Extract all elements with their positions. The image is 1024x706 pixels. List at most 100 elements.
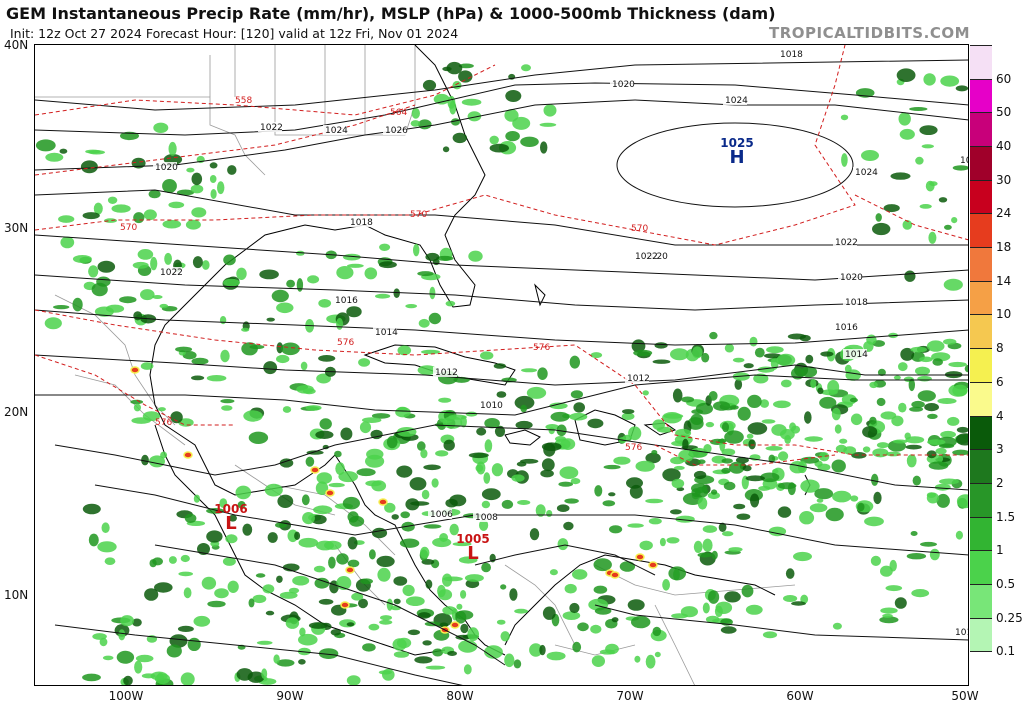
precip-heavy-cell	[183, 451, 193, 459]
precip-cell	[217, 181, 225, 195]
precip-cell	[603, 464, 621, 470]
precip-cell	[763, 353, 782, 359]
isobar-label: 1024	[855, 168, 878, 178]
precip-cell	[745, 604, 763, 615]
isobar-label: 1024	[325, 126, 348, 136]
lat-label: 30N	[4, 221, 29, 235]
precip-cell	[939, 478, 959, 485]
precip-cell	[608, 492, 616, 497]
precip-cell	[481, 500, 491, 509]
precip-cell	[501, 499, 514, 509]
thickness-label: 558	[235, 96, 252, 106]
precip-cell	[627, 523, 644, 528]
low-pressure-center: 1005 L	[453, 533, 493, 563]
precip-cell	[938, 197, 948, 203]
precip-cell	[275, 522, 288, 528]
precip-cell	[220, 349, 230, 363]
isobar-label: 1022	[260, 123, 283, 133]
precip-cell	[347, 559, 360, 568]
colorbar-swatch	[970, 516, 992, 551]
precip-cell	[336, 266, 354, 280]
precip-cell	[202, 260, 210, 270]
colorbar-label: 24	[996, 206, 1012, 221]
precip-cell	[722, 422, 729, 433]
precip-cell	[82, 503, 101, 515]
precip-cell	[223, 278, 240, 287]
precip-cell	[747, 422, 768, 435]
precip-cell	[633, 349, 653, 357]
lon-label: 60W	[786, 689, 814, 703]
precip-cell	[928, 461, 949, 470]
precip-cell	[91, 282, 108, 297]
precip-cell	[711, 489, 718, 495]
precip-cell	[319, 418, 332, 430]
precip-cell	[479, 519, 489, 531]
precip-cell	[455, 611, 467, 624]
precip-cell	[405, 304, 418, 309]
lat-label: 20N	[4, 405, 29, 419]
precip-cell	[271, 289, 289, 303]
precip-cell	[53, 305, 70, 310]
low-pressure-center: 1006 L	[211, 503, 251, 533]
precip-cell	[724, 591, 741, 603]
precip-cell	[438, 397, 452, 403]
precip-cell	[768, 526, 787, 537]
precip-cell	[330, 629, 341, 636]
isobar-label-bg	[843, 349, 867, 359]
precip-cell	[378, 670, 392, 675]
lat-label: 40N	[4, 38, 29, 52]
isobar-label: 1012	[435, 368, 458, 378]
precip-cell	[760, 472, 780, 483]
precip-cell	[425, 579, 433, 589]
precip-cell	[152, 295, 163, 299]
precip-cell	[431, 478, 439, 488]
precip-cell	[877, 368, 886, 376]
precip-cell	[58, 215, 75, 223]
precip-cell	[880, 565, 893, 577]
precip-cell	[927, 413, 938, 419]
precip-cell	[347, 263, 364, 268]
precip-cell	[255, 573, 266, 578]
precip-cell	[228, 514, 237, 522]
precip-cell	[947, 416, 960, 426]
precip-cell	[723, 481, 736, 491]
precip-cell	[880, 607, 898, 614]
precip-cell	[805, 354, 814, 364]
precip-cell	[876, 397, 886, 407]
precip-cell	[133, 403, 141, 412]
precip-cell	[209, 175, 217, 183]
isobar-label-bg	[838, 272, 862, 282]
precip-heavy-cell	[345, 566, 355, 574]
precip-cell	[906, 454, 917, 468]
precip-cell	[831, 407, 841, 421]
precip-cell	[130, 399, 144, 405]
colorbar-swatch	[970, 146, 992, 180]
precip-cell	[411, 107, 420, 119]
precip-cell	[401, 521, 415, 532]
precip-heavy-cell	[325, 489, 335, 497]
precip-cell	[651, 450, 658, 455]
precip-cell	[721, 448, 736, 456]
precip-cell	[662, 579, 670, 591]
precip-cell	[564, 583, 577, 594]
precip-cell	[455, 634, 472, 640]
precip-cell	[423, 524, 442, 529]
precip-cell	[785, 568, 795, 579]
precip-cell	[711, 550, 718, 560]
isobar-label-bg	[633, 251, 657, 261]
precip-cell	[500, 631, 510, 642]
precip-cell	[480, 351, 494, 360]
precip-cell	[185, 219, 201, 230]
precip-cell	[483, 472, 491, 484]
precip-cell	[935, 447, 947, 455]
chart-subtitle: Init: 12z Oct 27 2024 Forecast Hour: [12…	[10, 26, 459, 41]
precip-cell	[537, 367, 548, 381]
precip-cell	[119, 296, 137, 304]
precip-cell	[298, 659, 306, 665]
precip-cell	[817, 463, 831, 471]
isobar-label-bg	[625, 373, 649, 383]
precip-cell	[298, 633, 318, 646]
precip-cell	[926, 492, 937, 498]
precip-cell	[358, 358, 371, 367]
precip-cell	[816, 498, 824, 503]
